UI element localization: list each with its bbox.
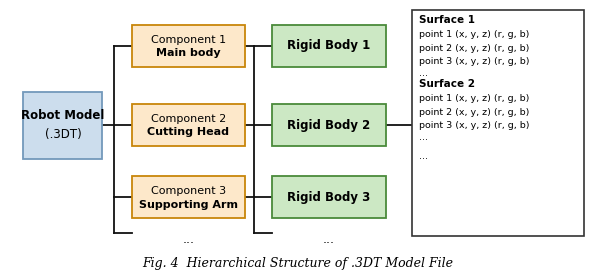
FancyBboxPatch shape [132,104,246,146]
Text: ...: ... [419,69,428,78]
Text: Component 2: Component 2 [151,114,226,124]
FancyBboxPatch shape [272,104,386,146]
Text: (.3DT): (.3DT) [45,128,81,141]
Text: point 3 (x, y, z) (r, g, b): point 3 (x, y, z) (r, g, b) [419,121,529,130]
Text: Rigid Body 3: Rigid Body 3 [287,191,370,204]
Text: Surface 1: Surface 1 [419,15,475,25]
Text: Surface 2: Surface 2 [419,79,475,89]
FancyBboxPatch shape [412,10,584,236]
Text: Component 1: Component 1 [151,35,226,45]
Text: ...: ... [419,133,428,142]
Text: Fig. 4  Hierarchical Structure of .3DT Model File: Fig. 4 Hierarchical Structure of .3DT Mo… [142,257,454,270]
Text: Main body: Main body [156,48,221,58]
Text: Rigid Body 2: Rigid Body 2 [287,119,370,132]
Text: point 2 (x, y, z) (r, g, b): point 2 (x, y, z) (r, g, b) [419,44,529,53]
Text: Cutting Head: Cutting Head [147,127,229,137]
Text: point 1 (x, y, z) (r, g, b): point 1 (x, y, z) (r, g, b) [419,30,529,39]
FancyBboxPatch shape [272,25,386,67]
Text: Component 3: Component 3 [151,186,226,196]
FancyBboxPatch shape [132,25,246,67]
Text: ...: ... [182,234,194,247]
Text: point 1 (x, y, z) (r, g, b): point 1 (x, y, z) (r, g, b) [419,94,529,103]
Text: ...: ... [419,152,428,161]
Text: Robot Model: Robot Model [21,109,104,122]
FancyBboxPatch shape [23,92,103,159]
Text: Rigid Body 1: Rigid Body 1 [287,39,370,52]
FancyBboxPatch shape [272,176,386,218]
FancyBboxPatch shape [132,176,246,218]
Text: Supporting Arm: Supporting Arm [139,200,238,210]
Text: point 3 (x, y, z) (r, g, b): point 3 (x, y, z) (r, g, b) [419,57,529,66]
Text: ...: ... [322,234,335,247]
Text: point 2 (x, y, z) (r, g, b): point 2 (x, y, z) (r, g, b) [419,107,529,117]
